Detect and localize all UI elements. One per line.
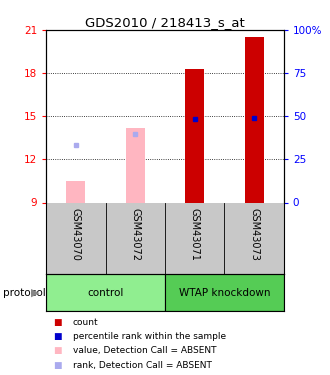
Text: GSM43071: GSM43071 bbox=[190, 208, 200, 261]
Bar bbox=[185, 69, 204, 203]
Text: count: count bbox=[73, 318, 98, 327]
Text: ▶: ▶ bbox=[31, 288, 40, 297]
Text: GSM43073: GSM43073 bbox=[249, 208, 259, 261]
Text: ■: ■ bbox=[53, 332, 61, 341]
Text: ■: ■ bbox=[53, 318, 61, 327]
Bar bbox=[66, 181, 85, 203]
Text: rank, Detection Call = ABSENT: rank, Detection Call = ABSENT bbox=[73, 361, 212, 370]
Text: GSM43070: GSM43070 bbox=[71, 208, 81, 261]
Bar bbox=[126, 128, 145, 202]
Text: percentile rank within the sample: percentile rank within the sample bbox=[73, 332, 226, 341]
Text: WTAP knockdown: WTAP knockdown bbox=[179, 288, 270, 297]
Title: GDS2010 / 218413_s_at: GDS2010 / 218413_s_at bbox=[85, 16, 245, 29]
Text: ■: ■ bbox=[53, 361, 61, 370]
Bar bbox=[165, 274, 284, 311]
Text: control: control bbox=[87, 288, 124, 297]
Bar bbox=[245, 37, 264, 203]
Text: protocol: protocol bbox=[3, 288, 46, 297]
Text: value, Detection Call = ABSENT: value, Detection Call = ABSENT bbox=[73, 346, 216, 355]
Bar bbox=[46, 274, 165, 311]
Text: GSM43072: GSM43072 bbox=[130, 208, 140, 261]
Text: ■: ■ bbox=[53, 346, 61, 355]
